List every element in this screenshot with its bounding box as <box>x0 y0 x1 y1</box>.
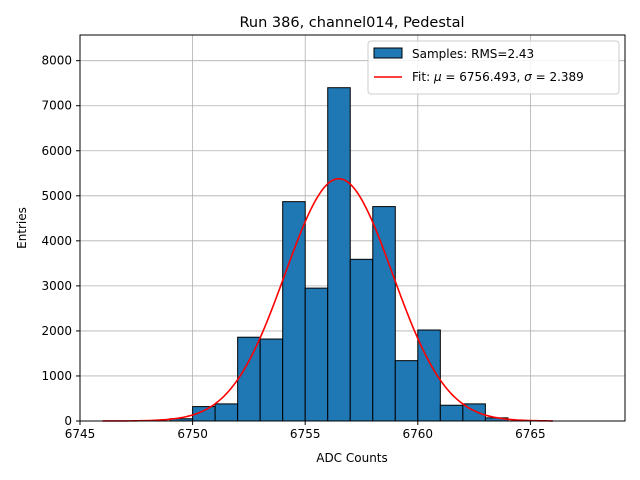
legend-fit-sigma-value: = 2.389 <box>532 70 584 84</box>
x-tick-label: 6760 <box>403 427 434 441</box>
legend-histogram-label: Samples: RMS=2.43 <box>412 47 534 61</box>
legend-box <box>367 40 620 95</box>
y-tick-label: 4000 <box>41 234 72 248</box>
legend-fit-prefix: Fit: <box>412 70 434 84</box>
y-axis-label: Entries <box>15 207 29 249</box>
histogram-bar <box>259 338 284 422</box>
y-tick-label: 0 <box>64 414 72 428</box>
y-tick-label: 2000 <box>41 324 72 338</box>
x-axis-ticks: 6745 6750 6755 6760 6765 <box>65 421 546 441</box>
x-tick-label: 6745 <box>65 427 96 441</box>
fit-curve <box>102 177 553 422</box>
legend-fit-label: Fit: μ = 6756.493, σ = 2.389 <box>412 70 584 84</box>
legend-fit-mu-symbol: μ <box>433 70 442 84</box>
histogram-bars <box>169 87 509 422</box>
y-tick-label: 8000 <box>41 54 72 68</box>
histogram-bar <box>282 201 306 422</box>
y-tick-label: 5000 <box>41 189 72 203</box>
y-tick-label: 3000 <box>41 279 72 293</box>
legend-fit-sigma-symbol: σ <box>524 70 532 84</box>
y-tick-label: 6000 <box>41 144 72 158</box>
y-axis-ticks: 0 1000 2000 3000 4000 5000 6000 7000 8000 <box>41 54 80 428</box>
histogram-bar <box>304 287 329 422</box>
histogram-bar <box>349 258 374 422</box>
x-axis-label: ADC Counts <box>316 451 388 465</box>
x-tick-label: 6755 <box>290 427 321 441</box>
histogram-bar <box>237 336 261 422</box>
y-tick-label: 7000 <box>41 99 72 113</box>
x-tick-label: 6765 <box>515 427 546 441</box>
histogram-bar <box>214 403 239 422</box>
legend: Samples: RMS=2.43 Fit: μ = 6756.493, σ =… <box>367 40 620 95</box>
y-tick-label: 1000 <box>41 369 72 383</box>
histogram-bar <box>372 206 396 422</box>
legend-histogram-swatch <box>373 47 403 59</box>
plot-frame <box>79 34 626 422</box>
legend-fit-mu-value: = 6756.493, <box>442 70 525 84</box>
histogram-bar <box>327 87 351 422</box>
histogram-bar <box>439 404 464 422</box>
x-tick-label: 6750 <box>177 427 208 441</box>
chart-title: Run 386, channel014, Pedestal <box>239 15 464 31</box>
histogram-bar <box>394 360 419 422</box>
